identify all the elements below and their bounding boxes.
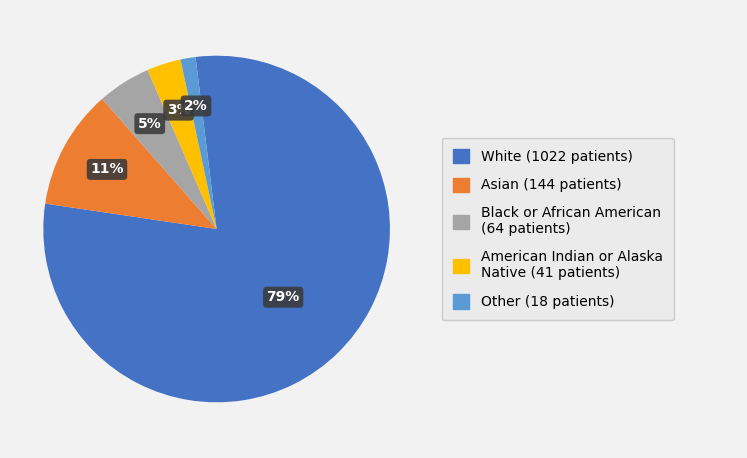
Wedge shape xyxy=(181,57,217,229)
Wedge shape xyxy=(148,60,217,229)
Legend: White (1022 patients), Asian (144 patients), Black or African American
(64 patie: White (1022 patients), Asian (144 patien… xyxy=(441,138,674,320)
Wedge shape xyxy=(43,56,390,402)
Wedge shape xyxy=(46,99,217,229)
Text: 3%: 3% xyxy=(167,103,190,117)
Text: 11%: 11% xyxy=(90,163,124,176)
Text: 2%: 2% xyxy=(184,99,208,113)
Wedge shape xyxy=(102,70,217,229)
Text: 79%: 79% xyxy=(267,290,300,304)
Text: 5%: 5% xyxy=(138,117,161,131)
